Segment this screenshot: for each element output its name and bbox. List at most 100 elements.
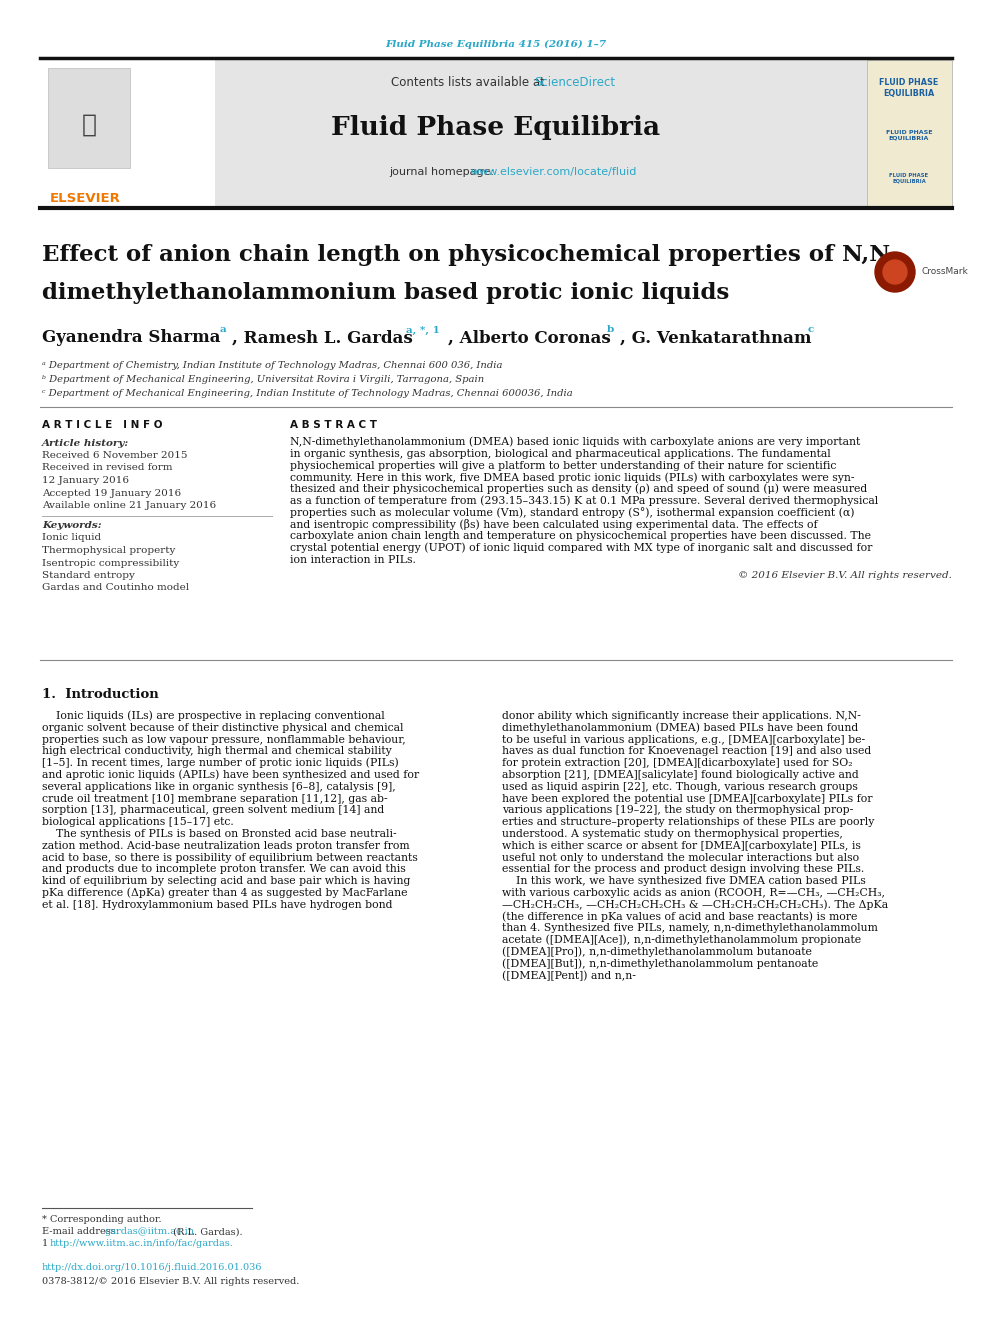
Text: Ionic liquids (ILs) are prospective in replacing conventional: Ionic liquids (ILs) are prospective in r…	[42, 710, 385, 721]
Text: Standard entropy: Standard entropy	[42, 572, 135, 579]
Text: b: b	[607, 325, 614, 335]
Text: Received in revised form: Received in revised form	[42, 463, 173, 472]
Text: , Ramesh L. Gardas: , Ramesh L. Gardas	[232, 329, 413, 347]
Text: ([DMEA][But]), n,n-dimethylethanolammolum pentanoate: ([DMEA][But]), n,n-dimethylethanolammolu…	[502, 959, 818, 968]
Text: ScienceDirect: ScienceDirect	[535, 75, 615, 89]
Text: biological applications [15–17] etc.: biological applications [15–17] etc.	[42, 818, 234, 827]
Text: ᵃ Department of Chemistry, Indian Institute of Technology Madras, Chennai 600 03: ᵃ Department of Chemistry, Indian Instit…	[42, 360, 503, 369]
Text: Article history:: Article history:	[42, 438, 129, 447]
Text: essential for the process and product design involving these PILs.: essential for the process and product de…	[502, 864, 864, 875]
Text: Available online 21 January 2016: Available online 21 January 2016	[42, 501, 216, 509]
Text: journal homepage:: journal homepage:	[389, 167, 498, 177]
Text: FLUID PHASE
EQUILIBRIA: FLUID PHASE EQUILIBRIA	[886, 130, 932, 140]
Text: understood. A systematic study on thermophysical properties,: understood. A systematic study on thermo…	[502, 830, 843, 839]
Text: carboxylate anion chain length and temperature on physicochemical properties hav: carboxylate anion chain length and tempe…	[290, 532, 871, 541]
Text: which is either scarce or absent for [DMEA][carboxylate] PILs, is: which is either scarce or absent for [DM…	[502, 841, 861, 851]
Text: ᶜ Department of Mechanical Engineering, Indian Institute of Technology Madras, C: ᶜ Department of Mechanical Engineering, …	[42, 389, 572, 397]
Text: useful not only to understand the molecular interactions but also: useful not only to understand the molecu…	[502, 852, 859, 863]
Text: 1: 1	[42, 1240, 52, 1249]
Text: dimethylethanolammonium (DMEA) based PILs have been found: dimethylethanolammonium (DMEA) based PIL…	[502, 722, 858, 733]
Text: Gyanendra Sharma: Gyanendra Sharma	[42, 329, 220, 347]
Text: ([DMEA][Pro]), n,n-dimethylethanolammolum butanoate: ([DMEA][Pro]), n,n-dimethylethanolammolu…	[502, 947, 811, 958]
Text: high electrical conductivity, high thermal and chemical stability: high electrical conductivity, high therm…	[42, 746, 392, 757]
Text: Received 6 November 2015: Received 6 November 2015	[42, 451, 187, 460]
Text: ion interaction in PILs.: ion interaction in PILs.	[290, 556, 416, 565]
Text: and isentropic compressibility (βs) have been calculated using experimental data: and isentropic compressibility (βs) have…	[290, 519, 817, 531]
Text: —CH₂CH₂CH₃, —CH₂CH₂CH₂CH₃ & —CH₂CH₂CH₂CH₂CH₃). The ΔpKa: —CH₂CH₂CH₃, —CH₂CH₂CH₂CH₃ & —CH₂CH₂CH₂CH…	[502, 900, 888, 910]
Text: properties such as low vapour pressure, nonflammable behaviour,: properties such as low vapour pressure, …	[42, 734, 406, 745]
Text: acid to base, so there is possibility of equilibrium between reactants: acid to base, so there is possibility of…	[42, 852, 418, 863]
Text: 12 January 2016: 12 January 2016	[42, 476, 129, 486]
Text: Keywords:: Keywords:	[42, 521, 101, 531]
Text: several applications like in organic synthesis [6–8], catalysis [9],: several applications like in organic syn…	[42, 782, 396, 791]
Text: (R.L. Gardas).: (R.L. Gardas).	[170, 1228, 243, 1237]
Text: E-mail address:: E-mail address:	[42, 1228, 122, 1237]
Text: In this work, we have synthesized five DMEA cation based PILs: In this work, we have synthesized five D…	[502, 876, 866, 886]
Text: as a function of temperature from (293.15–343.15) K at 0.1 MPa pressure. Several: as a function of temperature from (293.1…	[290, 496, 878, 507]
Text: kind of equilibrium by selecting acid and base pair which is having: kind of equilibrium by selecting acid an…	[42, 876, 411, 886]
Text: (the difference in pKa values of acid and base reactants) is more: (the difference in pKa values of acid an…	[502, 912, 857, 922]
Text: ELSEVIER: ELSEVIER	[50, 192, 121, 205]
Text: A R T I C L E   I N F O: A R T I C L E I N F O	[42, 419, 163, 430]
Text: http://www.iitm.ac.in/info/fac/gardas.: http://www.iitm.ac.in/info/fac/gardas.	[50, 1240, 234, 1249]
Text: in organic synthesis, gas absorption, biological and pharmaceutical applications: in organic synthesis, gas absorption, bi…	[290, 448, 830, 459]
Text: gardas@iitm.ac.in: gardas@iitm.ac.in	[104, 1228, 194, 1237]
Text: crude oil treatment [10] membrane separation [11,12], gas ab-: crude oil treatment [10] membrane separa…	[42, 794, 388, 803]
Text: Accepted 19 January 2016: Accepted 19 January 2016	[42, 488, 182, 497]
Text: than 4. Synthesized five PILs, namely, n,n-dimethylethanolammolum: than 4. Synthesized five PILs, namely, n…	[502, 923, 878, 934]
Text: various applications [19–22], the study on thermophysical prop-: various applications [19–22], the study …	[502, 806, 853, 815]
Text: for protein extraction [20], [DMEA][dicarboxylate] used for SO₂: for protein extraction [20], [DMEA][dica…	[502, 758, 853, 769]
Text: 🌳: 🌳	[81, 112, 96, 138]
Text: A B S T R A C T: A B S T R A C T	[290, 419, 377, 430]
Text: properties such as molecular volume (Vm), standard entropy (S°), isothermal expa: properties such as molecular volume (Vm)…	[290, 507, 854, 519]
Text: ([DMEA][Pent]) and n,n-: ([DMEA][Pent]) and n,n-	[502, 971, 636, 980]
Text: acetate ([DMEA][Ace]), n,n-dimethylethanolammolum propionate: acetate ([DMEA][Ace]), n,n-dimethylethan…	[502, 935, 861, 946]
FancyBboxPatch shape	[867, 60, 952, 208]
Text: absorption [21], [DMEA][salicylate] found biologically active and: absorption [21], [DMEA][salicylate] foun…	[502, 770, 859, 781]
Text: Effect of anion chain length on physicochemical properties of N,N-: Effect of anion chain length on physicoc…	[42, 243, 900, 266]
Text: FLUID PHASE
EQUILIBRIA: FLUID PHASE EQUILIBRIA	[890, 172, 929, 184]
Text: et al. [18]. Hydroxylammonium based PILs have hydrogen bond: et al. [18]. Hydroxylammonium based PILs…	[42, 900, 393, 910]
Text: zation method. Acid-base neutralization leads proton transfer from: zation method. Acid-base neutralization …	[42, 841, 410, 851]
Text: CrossMark: CrossMark	[921, 267, 968, 277]
Text: used as liquid aspirin [22], etc. Though, various research groups: used as liquid aspirin [22], etc. Though…	[502, 782, 858, 791]
Text: ᵇ Department of Mechanical Engineering, Universitat Rovira i Virgili, Tarragona,: ᵇ Department of Mechanical Engineering, …	[42, 374, 484, 384]
Text: [1–5]. In recent times, large number of protic ionic liquids (PILs): [1–5]. In recent times, large number of …	[42, 758, 399, 769]
Text: FLUID PHASE
EQUILIBRIA: FLUID PHASE EQUILIBRIA	[879, 78, 938, 98]
Text: Contents lists available at: Contents lists available at	[392, 75, 550, 89]
Text: Ionic liquid: Ionic liquid	[42, 533, 101, 542]
Text: and products due to incomplete proton transfer. We can avoid this: and products due to incomplete proton tr…	[42, 864, 406, 875]
Text: organic solvent because of their distinctive physical and chemical: organic solvent because of their distinc…	[42, 722, 404, 733]
Text: crystal potential energy (UPOT) of ionic liquid compared with MX type of inorgan: crystal potential energy (UPOT) of ionic…	[290, 542, 872, 553]
Text: Fluid Phase Equilibria: Fluid Phase Equilibria	[331, 115, 661, 139]
Text: N,N-dimethylethanolammonium (DMEA) based ionic liquids with carboxylate anions a: N,N-dimethylethanolammonium (DMEA) based…	[290, 437, 860, 447]
Text: dimethylethanolammonium based protic ionic liquids: dimethylethanolammonium based protic ion…	[42, 282, 729, 304]
Circle shape	[883, 261, 907, 284]
Text: donor ability which significantly increase their applications. N,N-: donor ability which significantly increa…	[502, 710, 861, 721]
Circle shape	[875, 251, 915, 292]
Text: * Corresponding author.: * Corresponding author.	[42, 1216, 162, 1225]
Text: a: a	[220, 325, 226, 335]
Text: Fluid Phase Equilibria 415 (2016) 1–7: Fluid Phase Equilibria 415 (2016) 1–7	[386, 40, 606, 49]
Text: www.elsevier.com/locate/fluid: www.elsevier.com/locate/fluid	[471, 167, 637, 177]
Text: haves as dual function for Knoevenagel reaction [19] and also used: haves as dual function for Knoevenagel r…	[502, 746, 871, 757]
Text: physiochemical properties will give a platform to better understanding of their : physiochemical properties will give a pl…	[290, 460, 836, 471]
Text: to be useful in various applications, e.g., [DMEA][carboxylate] be-: to be useful in various applications, e.…	[502, 734, 865, 745]
Text: 1.  Introduction: 1. Introduction	[42, 688, 159, 700]
Text: , G. Venkatarathnam: , G. Venkatarathnam	[620, 329, 811, 347]
Text: with various carboxylic acids as anion (RCOOH, R=—CH₃, —CH₂CH₃,: with various carboxylic acids as anion (…	[502, 888, 885, 898]
Text: © 2016 Elsevier B.V. All rights reserved.: © 2016 Elsevier B.V. All rights reserved…	[738, 572, 952, 581]
Text: a, *, 1: a, *, 1	[406, 325, 439, 335]
Text: community. Here in this work, five DMEA based protic ionic liquids (PILs) with c: community. Here in this work, five DMEA …	[290, 472, 854, 483]
Text: pKa difference (ΔpKa) greater than 4 as suggested by MacFarlane: pKa difference (ΔpKa) greater than 4 as …	[42, 888, 408, 898]
Text: erties and structure–property relationships of these PILs are poorly: erties and structure–property relationsh…	[502, 818, 874, 827]
Text: 0378-3812/© 2016 Elsevier B.V. All rights reserved.: 0378-3812/© 2016 Elsevier B.V. All right…	[42, 1277, 300, 1286]
Text: Isentropic compressibility: Isentropic compressibility	[42, 558, 180, 568]
Text: http://dx.doi.org/10.1016/j.fluid.2016.01.036: http://dx.doi.org/10.1016/j.fluid.2016.0…	[42, 1263, 263, 1273]
Text: The synthesis of PILs is based on Bronsted acid base neutrali-: The synthesis of PILs is based on Bronst…	[42, 830, 397, 839]
FancyBboxPatch shape	[40, 60, 215, 208]
Text: and aprotic ionic liquids (APILs) have been synthesized and used for: and aprotic ionic liquids (APILs) have b…	[42, 770, 420, 781]
Text: have been explored the potential use [DMEA][carboxylate] PILs for: have been explored the potential use [DM…	[502, 794, 873, 803]
Text: c: c	[808, 325, 814, 335]
FancyBboxPatch shape	[48, 67, 130, 168]
